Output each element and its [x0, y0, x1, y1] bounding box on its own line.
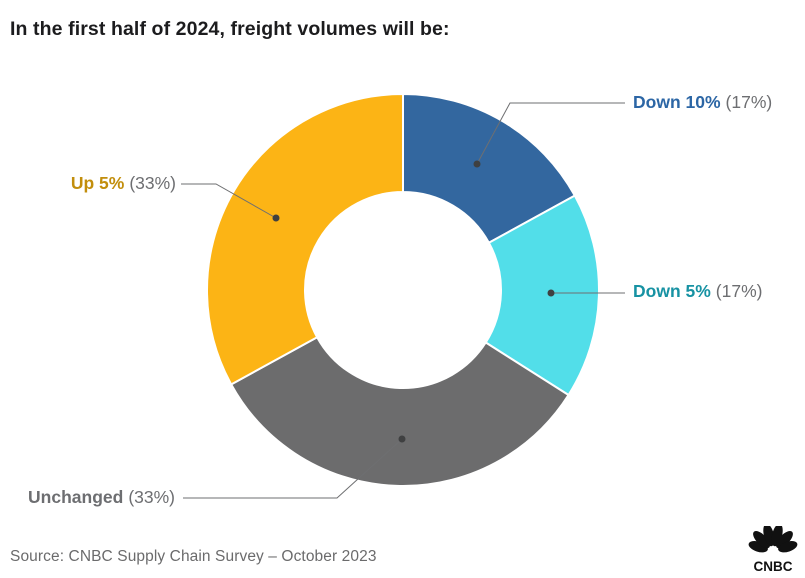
leader-lines — [181, 102, 625, 499]
cnbc-logo-text: CNBC — [754, 559, 793, 574]
leader-dot-unchanged — [398, 435, 406, 443]
callout-pct-down-10: (17%) — [725, 92, 773, 112]
leader-dot-down-5 — [547, 289, 555, 297]
callout-pct-unchanged: (33%) — [128, 487, 175, 507]
donut-slice-up-5- — [206, 93, 404, 386]
donut-slice-down-10- — [402, 93, 576, 244]
leader-line-unchanged — [183, 438, 403, 499]
donut-slice-unchanged — [230, 336, 570, 488]
leader-dots — [272, 160, 555, 443]
leader-dot-up-5 — [272, 214, 280, 222]
callout-pct-down-5: (17%) — [715, 281, 763, 301]
callout-label-down-10: Down 10% (17%) — [633, 92, 772, 113]
callout-name-down-10: Down 10% — [633, 92, 721, 112]
callout-name-up-5: Up 5% — [70, 173, 125, 193]
leader-dot-down-10 — [473, 160, 481, 168]
leader-line-down-10 — [476, 102, 625, 165]
source-attribution: Source: CNBC Supply Chain Survey – Octob… — [10, 548, 377, 565]
callout-pct-up-5: (33%) — [129, 173, 176, 193]
peacock-icon — [748, 526, 798, 553]
leader-line-up-5 — [181, 183, 277, 219]
callout-name-down-5: Down 5% — [633, 281, 711, 301]
donut-slices — [206, 93, 600, 488]
callout-name-unchanged: Unchanged — [28, 487, 124, 507]
cnbc-logo: CNBC — [748, 526, 798, 574]
callout-label-up-5: Up 5% (33%) — [71, 173, 176, 194]
callout-label-unchanged: Unchanged (33%) — [28, 487, 175, 508]
callout-label-down-5: Down 5% (17%) — [633, 281, 762, 302]
chart-title: In the first half of 2024, freight volum… — [10, 18, 450, 40]
donut-slice-down-5- — [484, 194, 600, 397]
